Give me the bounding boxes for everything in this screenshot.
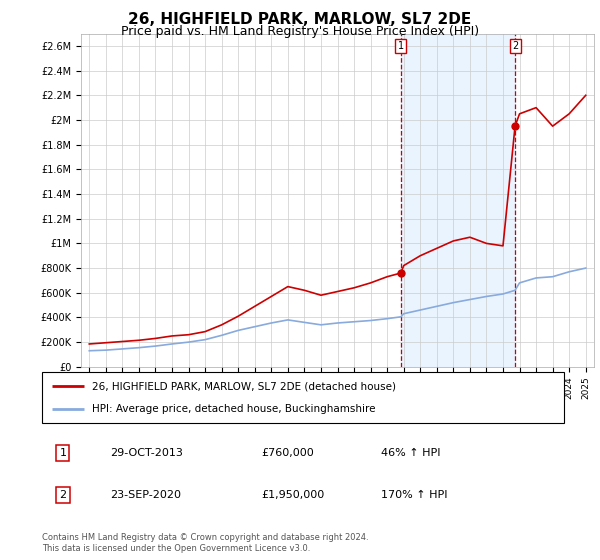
Text: 1: 1 bbox=[59, 448, 67, 458]
Text: 46% ↑ HPI: 46% ↑ HPI bbox=[382, 448, 441, 458]
Bar bbox=[401, 34, 515, 367]
Text: 26, HIGHFIELD PARK, MARLOW, SL7 2DE: 26, HIGHFIELD PARK, MARLOW, SL7 2DE bbox=[128, 12, 472, 27]
Text: 170% ↑ HPI: 170% ↑ HPI bbox=[382, 490, 448, 500]
Text: 29-OCT-2013: 29-OCT-2013 bbox=[110, 448, 183, 458]
Text: 1: 1 bbox=[398, 41, 404, 51]
Text: 23-SEP-2020: 23-SEP-2020 bbox=[110, 490, 181, 500]
Text: 2: 2 bbox=[512, 41, 518, 51]
Text: HPI: Average price, detached house, Buckinghamshire: HPI: Average price, detached house, Buck… bbox=[92, 404, 375, 414]
Text: £760,000: £760,000 bbox=[261, 448, 314, 458]
Text: Contains HM Land Registry data © Crown copyright and database right 2024.
This d: Contains HM Land Registry data © Crown c… bbox=[42, 533, 368, 553]
Text: £1,950,000: £1,950,000 bbox=[261, 490, 325, 500]
Text: 2: 2 bbox=[59, 490, 67, 500]
Text: 26, HIGHFIELD PARK, MARLOW, SL7 2DE (detached house): 26, HIGHFIELD PARK, MARLOW, SL7 2DE (det… bbox=[92, 381, 395, 391]
Text: Price paid vs. HM Land Registry's House Price Index (HPI): Price paid vs. HM Land Registry's House … bbox=[121, 25, 479, 38]
